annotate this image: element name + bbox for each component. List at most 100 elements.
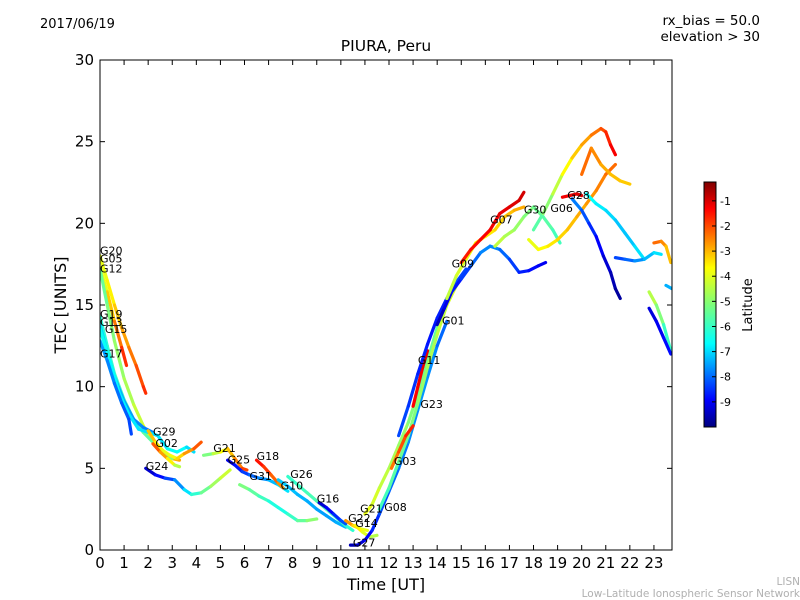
satellite-label: G30	[524, 204, 547, 217]
x-tick-label: 19	[548, 554, 567, 572]
track-segment	[425, 326, 439, 363]
satellite-track-g27	[348, 319, 449, 547]
satellite-track-g16	[317, 501, 348, 526]
track-segment	[105, 290, 117, 323]
colorbar-tick-label: -3	[720, 245, 731, 258]
satellite-label: G05	[100, 253, 123, 266]
satellite-track-g18	[254, 458, 285, 490]
x-tick-label: 11	[355, 554, 374, 572]
x-tick-label: 13	[404, 554, 423, 572]
track-segment	[136, 427, 150, 434]
track-segment	[370, 486, 381, 506]
satellite-label: G09	[452, 257, 475, 270]
track-segment	[363, 528, 374, 542]
series-layer	[100, 127, 672, 547]
track-segment	[512, 205, 526, 212]
track-segment	[623, 231, 637, 248]
track-segment	[416, 342, 430, 376]
track-segment	[633, 244, 646, 261]
x-tick-label: 1	[119, 554, 129, 572]
track-segment	[397, 404, 410, 438]
track-segment	[517, 190, 526, 203]
track-segment	[132, 403, 145, 428]
track-segment	[406, 372, 420, 408]
satellite-label: G14	[355, 517, 378, 530]
track-segment	[247, 473, 261, 480]
track-segment	[100, 267, 109, 307]
track-segment	[425, 316, 439, 346]
satellite-track-g10	[276, 478, 348, 529]
y-tick-label: 25	[75, 133, 94, 151]
track-segment	[387, 443, 401, 470]
track-segment	[112, 303, 124, 330]
track-segment	[551, 172, 565, 196]
track-segment	[435, 319, 449, 348]
track-segment	[377, 486, 391, 511]
track-segment	[112, 381, 124, 405]
track-segment	[182, 447, 196, 456]
colorbar-tick-label: -8	[720, 371, 731, 384]
track-segment	[594, 234, 605, 258]
satellite-label: G01	[442, 315, 465, 328]
track-segment	[305, 491, 319, 503]
track-segment	[233, 456, 244, 470]
satellite-label: G21	[360, 502, 383, 515]
track-segment	[613, 256, 627, 261]
track-segment	[604, 208, 618, 222]
track-segment	[435, 306, 447, 327]
track-segment	[425, 344, 439, 379]
track-segment	[134, 363, 145, 389]
x-tick-label: 3	[167, 554, 177, 572]
satellite-track-g21	[201, 447, 249, 472]
track-segment	[262, 465, 273, 477]
track-segment	[238, 483, 251, 492]
satellite-track-g07	[459, 190, 526, 265]
track-segment	[536, 244, 550, 252]
track-segment	[387, 460, 401, 490]
track-segment	[199, 484, 213, 495]
x-tick-label: 18	[524, 554, 543, 572]
satellite-track	[647, 306, 672, 356]
track-segment	[580, 133, 593, 147]
track-segment	[276, 481, 285, 490]
y-tick-label: 0	[84, 541, 94, 559]
track-segment	[541, 215, 555, 232]
track-segment	[623, 257, 637, 263]
y-tick-label: 5	[84, 459, 94, 477]
track-segment	[173, 478, 186, 492]
colorbar-tick-label: -4	[720, 270, 731, 283]
track-segment	[613, 218, 627, 235]
track-segment	[531, 211, 545, 232]
track-segment	[276, 478, 290, 488]
track-segment	[503, 228, 516, 238]
track-segment	[120, 326, 131, 350]
track-segment	[599, 162, 613, 176]
satellite-label: G12	[100, 262, 123, 275]
track-segment	[421, 349, 430, 369]
track-segment	[339, 518, 348, 526]
track-segment	[254, 458, 266, 469]
track-segment	[454, 267, 468, 284]
track-segment	[411, 385, 420, 408]
track-segment	[618, 179, 632, 186]
x-tick-label: 12	[379, 554, 398, 572]
x-tick-label: 23	[644, 554, 663, 572]
colorbar-gradient	[703, 181, 717, 428]
track-segment	[120, 401, 131, 421]
satellite-track-g28	[560, 192, 584, 199]
satellite-track-g29	[146, 429, 203, 461]
track-segment	[493, 234, 507, 248]
track-segment	[551, 228, 562, 245]
satellite-label: G28	[567, 189, 590, 202]
track-segment	[604, 130, 613, 147]
track-segment	[652, 251, 663, 256]
track-segment	[633, 257, 646, 263]
satellite-track	[613, 251, 663, 263]
track-segment	[295, 492, 309, 503]
x-tick-label: 8	[288, 554, 298, 572]
track-segment	[257, 476, 271, 482]
satellite-label: G27	[353, 537, 376, 550]
track-segment	[165, 456, 177, 467]
plot-area	[100, 60, 672, 550]
colorbar-ticks: -1 -2 -3 -4 -5 -6 -7 -8 -9	[712, 195, 731, 409]
